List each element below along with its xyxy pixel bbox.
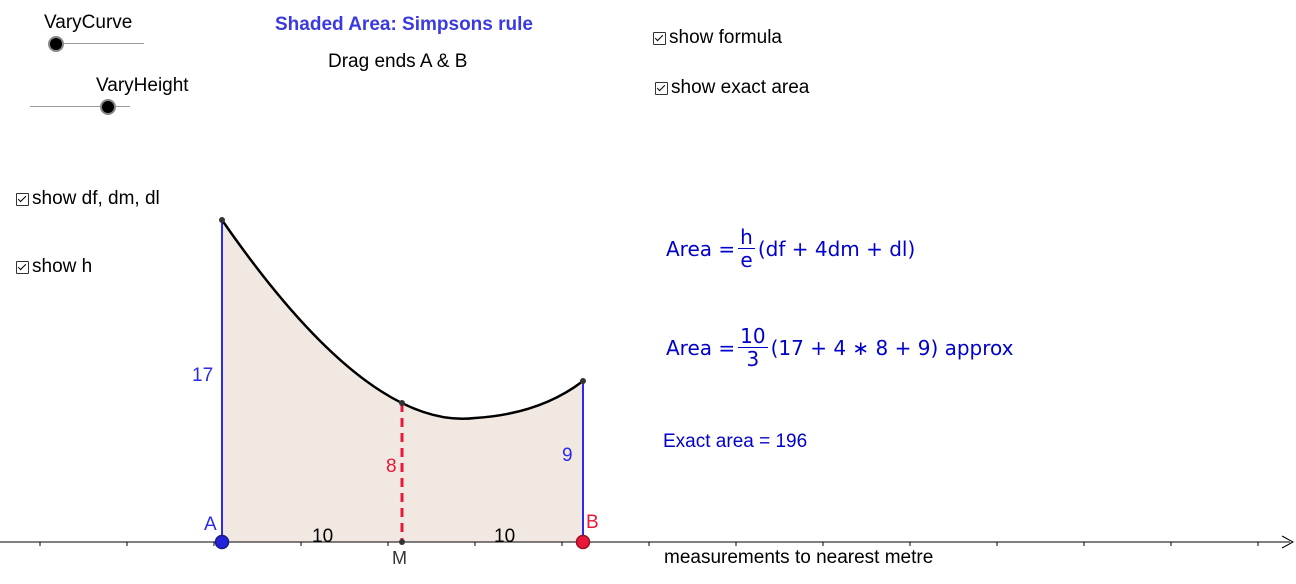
vary-curve-track bbox=[48, 43, 144, 44]
show-df-dm-dl-checkbox[interactable]: show df, dm, dl bbox=[16, 188, 160, 210]
approx-formula: Area = 10 3 (17 + 4 ∗ 8 + 9) approx bbox=[666, 325, 1013, 370]
x-axis-arrow-icon bbox=[1281, 535, 1295, 549]
formula-frac-den: e bbox=[740, 248, 753, 272]
show-exact-area-checkbox[interactable]: show exact area bbox=[655, 77, 809, 99]
approx-fraction: 10 3 bbox=[738, 324, 768, 371]
point-m bbox=[399, 539, 405, 545]
checkbox-checked-icon[interactable] bbox=[655, 81, 668, 95]
show-formula-checkbox[interactable]: show formula bbox=[653, 27, 782, 49]
vary-curve-knob[interactable] bbox=[48, 36, 64, 52]
vary-curve-label: VaryCurve bbox=[44, 12, 133, 33]
h-right-value: 10 bbox=[494, 526, 515, 547]
show-formula-label: show formula bbox=[669, 27, 782, 48]
formula-rhs: (df + 4dm + dl) bbox=[757, 236, 916, 261]
approx-frac-den: 3 bbox=[746, 347, 760, 371]
checkbox-checked-icon[interactable] bbox=[16, 192, 29, 206]
page-title: Shaded Area: Simpsons rule bbox=[275, 14, 533, 35]
df-value: 17 bbox=[192, 365, 213, 386]
curve-point-right bbox=[580, 378, 586, 384]
formula-frac-num: h bbox=[738, 225, 755, 249]
point-b-handle[interactable] bbox=[575, 534, 591, 550]
show-h-label: show h bbox=[32, 256, 93, 277]
page-subtitle: Drag ends A & B bbox=[328, 51, 468, 72]
approx-lhs: Area = bbox=[666, 335, 736, 360]
approx-frac-num: 10 bbox=[738, 324, 768, 348]
show-exact-area-label: show exact area bbox=[671, 77, 810, 98]
vary-height-track bbox=[30, 106, 130, 107]
point-m-label: M bbox=[392, 548, 407, 568]
shaded-area bbox=[222, 220, 583, 542]
point-a-handle[interactable] bbox=[214, 534, 230, 550]
show-h-checkbox[interactable]: show h bbox=[16, 256, 92, 278]
formula-fraction: h e bbox=[738, 226, 755, 271]
vary-height-knob[interactable] bbox=[100, 99, 116, 115]
vary-height-label: VaryHeight bbox=[96, 75, 189, 96]
show-df-dm-dl-label: show df, dm, dl bbox=[32, 188, 160, 209]
dl-value: 9 bbox=[562, 445, 573, 466]
formula-lhs: Area = bbox=[666, 236, 736, 261]
curve-point-left bbox=[219, 217, 225, 223]
vary-height-slider[interactable] bbox=[30, 98, 130, 116]
checkbox-checked-icon[interactable] bbox=[16, 260, 29, 274]
curve bbox=[220, 219, 584, 420]
approx-rhs: (17 + 4 ∗ 8 + 9) approx bbox=[770, 335, 1014, 360]
h-left-value: 10 bbox=[312, 526, 333, 547]
point-a-label: A bbox=[204, 514, 217, 535]
x-axis-ticks bbox=[39, 542, 1259, 546]
vary-curve-slider[interactable] bbox=[48, 35, 144, 53]
simpson-formula: Area = h e (df + 4dm + dl) bbox=[666, 226, 915, 271]
measurement-note: measurements to nearest metre bbox=[664, 547, 934, 568]
curve-point-mid bbox=[399, 400, 405, 406]
dm-value: 8 bbox=[386, 456, 397, 477]
checkbox-checked-icon[interactable] bbox=[653, 31, 666, 45]
exact-area-text: Exact area = 196 bbox=[663, 431, 808, 452]
point-b-label: B bbox=[586, 512, 599, 533]
